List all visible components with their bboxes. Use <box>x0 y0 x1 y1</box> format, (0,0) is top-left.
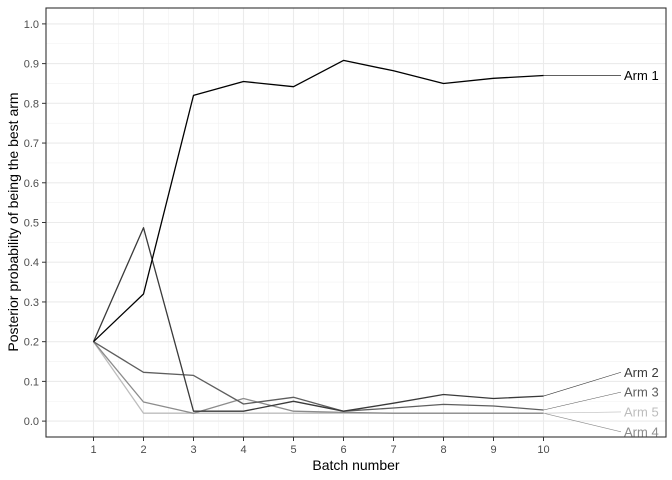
series-end-labels: Arm 1 Arm 2 Arm 3 Arm 4 Arm 5 <box>624 68 659 439</box>
leader-line <box>543 411 622 414</box>
y-tick-label: 0.9 <box>24 59 39 71</box>
leader-line <box>543 412 622 433</box>
leader-line <box>543 371 622 397</box>
series-label: Arm 5 <box>624 404 659 419</box>
y-tick-label: 1.0 <box>24 19 39 31</box>
y-tick-label: 0.1 <box>24 376 39 388</box>
y-tick-label: 0.6 <box>24 178 39 190</box>
y-tick-label: 0.2 <box>24 337 39 349</box>
series-line-arm-3 <box>93 341 544 412</box>
leader-line <box>543 391 622 411</box>
x-tick-label: 8 <box>440 444 446 456</box>
y-tick-label: 0.8 <box>24 98 39 110</box>
x-tick-label: 9 <box>490 444 496 456</box>
x-tick-label: 3 <box>190 444 196 456</box>
y-axis-title: Posterior probability of being the best … <box>5 92 21 351</box>
x-tick-label: 7 <box>390 444 396 456</box>
x-tick-label: 6 <box>340 444 346 456</box>
series-label: Arm 2 <box>624 365 659 380</box>
y-tick-label: 0.4 <box>24 257 39 269</box>
gridlines <box>46 8 666 437</box>
y-tick-label: 0.5 <box>24 218 39 230</box>
y-tick-label: 0.0 <box>24 416 39 428</box>
series-line-arm-4 <box>92 341 544 414</box>
series-lines <box>92 59 544 414</box>
series-line-arm-1 <box>93 59 544 343</box>
x-tick-label: 4 <box>240 444 246 456</box>
x-axis-title: Batch number <box>312 457 399 473</box>
y-tick-label: 0.7 <box>24 138 39 150</box>
x-tick-label: 1 <box>90 444 96 456</box>
y-tick-label: 0.3 <box>24 297 39 309</box>
series-label: Arm 1 <box>624 68 659 83</box>
x-tick-label: 2 <box>140 444 146 456</box>
series-line-arm-2 <box>92 227 544 412</box>
x-tick-label: 10 <box>537 444 549 456</box>
x-tick-label: 5 <box>290 444 296 456</box>
series-label: Arm 4 <box>624 424 659 439</box>
series-label: Arm 3 <box>624 385 659 400</box>
axis-ticks: 0.0 0.1 0.2 0.3 0.4 0.5 0.6 0.7 0.8 0.9 1.0 1 2 3 4 5 6 7… <box>24 19 550 456</box>
label-leader-lines <box>543 75 622 433</box>
